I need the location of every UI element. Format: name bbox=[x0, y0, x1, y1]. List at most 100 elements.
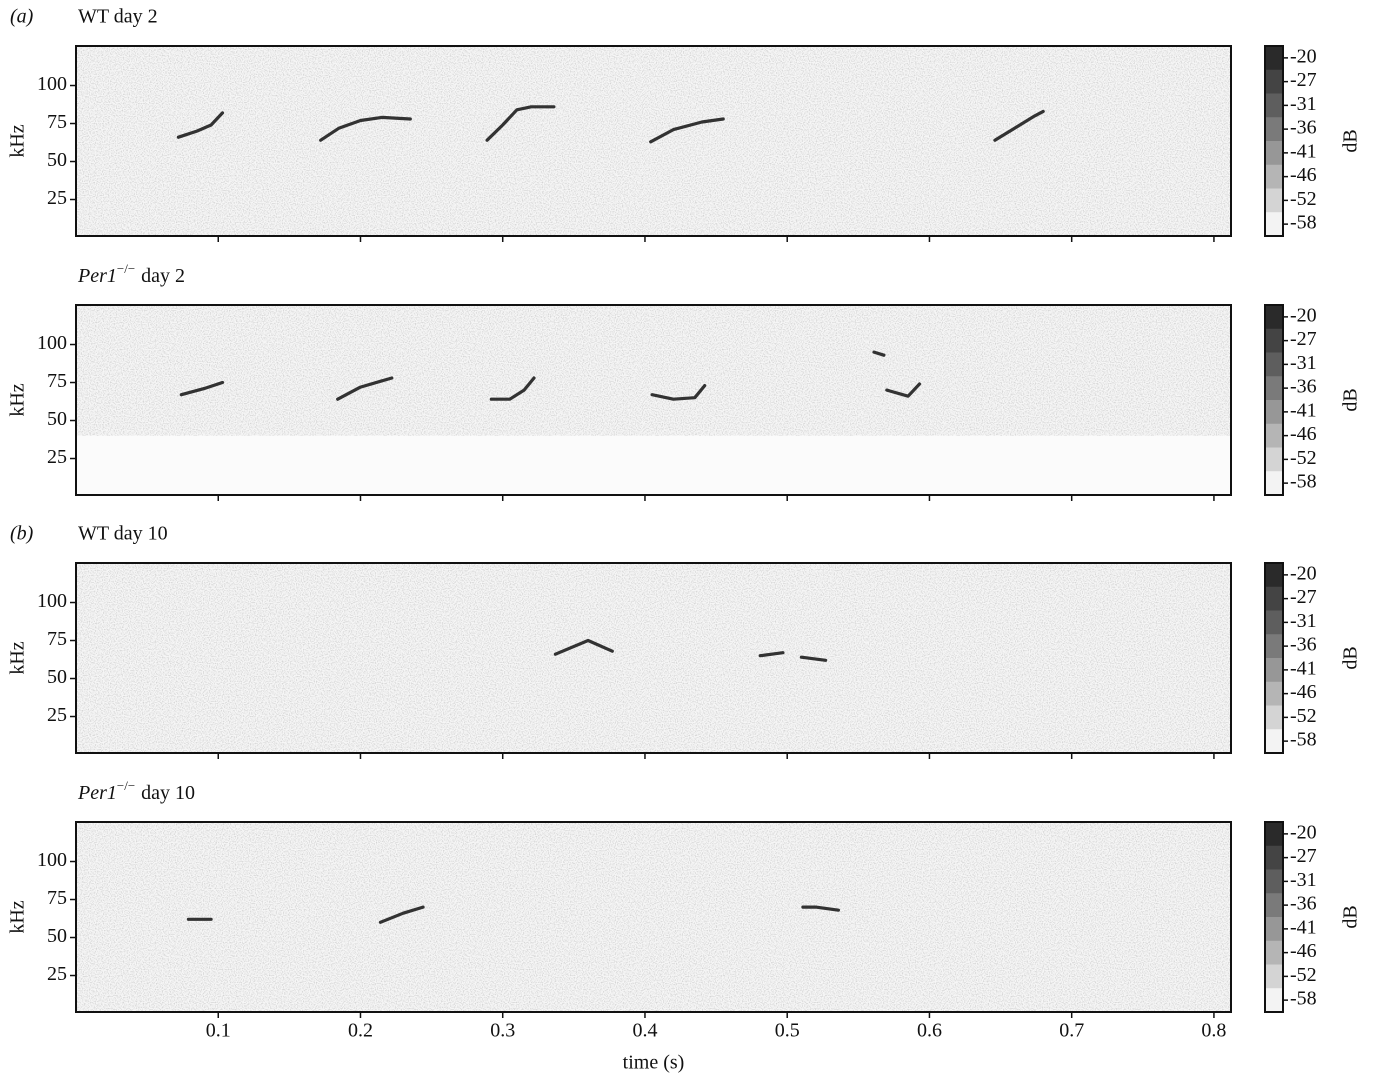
panel-title: WT day 2 bbox=[78, 6, 158, 28]
y-axis-label: kHz bbox=[7, 124, 29, 157]
call-trace bbox=[485, 105, 556, 142]
panel-label: (b) bbox=[10, 523, 34, 545]
colorbar-frame bbox=[1264, 304, 1284, 496]
y-axis-label: kHz bbox=[7, 383, 29, 416]
colorbar-level bbox=[1265, 681, 1283, 706]
x-tick-label: 0.7 bbox=[1059, 1020, 1084, 1042]
colorbar-level bbox=[1265, 305, 1283, 330]
colorbar-level bbox=[1265, 164, 1283, 189]
colorbar-frame bbox=[1264, 562, 1284, 754]
colorbar-tick-label: -20 bbox=[1290, 562, 1317, 584]
colorbar-tick-label: -58 bbox=[1290, 471, 1317, 493]
colorbar-tick-label: -31 bbox=[1290, 352, 1317, 374]
call-trace bbox=[872, 350, 886, 357]
colorbar-tick-label: -41 bbox=[1290, 916, 1317, 938]
colorbar-tick-label: -31 bbox=[1290, 610, 1317, 632]
y-tick-label: 75 bbox=[47, 628, 67, 650]
colorbar-level bbox=[1265, 447, 1283, 472]
colorbar-level bbox=[1265, 352, 1283, 377]
colorbar-level bbox=[1265, 705, 1283, 730]
call-trace bbox=[319, 115, 412, 142]
x-axis-label: time (s) bbox=[623, 1052, 685, 1074]
colorbar-tick-label: -52 bbox=[1290, 188, 1317, 210]
colorbar-tick-label: -27 bbox=[1290, 845, 1317, 867]
y-tick-label: 50 bbox=[47, 666, 67, 688]
colorbar-level bbox=[1265, 988, 1283, 1013]
call-trace bbox=[336, 376, 394, 401]
y-tick-label: 25 bbox=[47, 446, 67, 468]
title-genotype: −/− bbox=[117, 261, 135, 276]
y-tick-label: 50 bbox=[47, 149, 67, 171]
colorbar-level bbox=[1265, 610, 1283, 635]
x-tick-label: 0.4 bbox=[632, 1020, 657, 1042]
call-trace bbox=[799, 655, 828, 662]
y-tick-label: 100 bbox=[37, 849, 67, 871]
colorbar-tick-label: -36 bbox=[1290, 117, 1317, 139]
y-tick-label: 100 bbox=[37, 73, 67, 95]
plot-frame bbox=[75, 45, 1232, 237]
colorbar-tick-label: -58 bbox=[1290, 988, 1317, 1010]
colorbar-level bbox=[1265, 328, 1283, 353]
y-tick-label: 100 bbox=[37, 332, 67, 354]
plot-frame bbox=[75, 304, 1232, 496]
colorbar-level bbox=[1265, 69, 1283, 94]
colorbar-tick-label: -58 bbox=[1290, 212, 1317, 234]
x-tick-label: 0.2 bbox=[348, 1020, 373, 1042]
colorbar-level bbox=[1265, 893, 1283, 918]
title-suffix: day 2 bbox=[141, 265, 185, 287]
call-trace bbox=[993, 109, 1045, 142]
colorbar-level bbox=[1265, 845, 1283, 870]
colorbar-tick-label: -27 bbox=[1290, 69, 1317, 91]
colorbar-level bbox=[1265, 586, 1283, 611]
x-tick-label: 0.1 bbox=[206, 1020, 231, 1042]
colorbar-level bbox=[1265, 376, 1283, 401]
title-genotype: −/− bbox=[117, 778, 135, 793]
colorbar-level bbox=[1265, 869, 1283, 894]
colorbar-tick-label: -41 bbox=[1290, 399, 1317, 421]
x-tick-label: 0.6 bbox=[917, 1020, 942, 1042]
colorbar-label: dB bbox=[1340, 129, 1362, 152]
colorbar-level bbox=[1265, 212, 1283, 237]
colorbar-level bbox=[1265, 634, 1283, 659]
y-tick-label: 75 bbox=[47, 370, 67, 392]
call-trace bbox=[650, 384, 707, 401]
colorbar-tick-label: -31 bbox=[1290, 869, 1317, 891]
y-axis-label: kHz bbox=[7, 641, 29, 674]
colorbar-tick-label: -41 bbox=[1290, 140, 1317, 162]
colorbar-tick-label: -20 bbox=[1290, 45, 1317, 67]
colorbar-level bbox=[1265, 729, 1283, 754]
call-trace bbox=[179, 380, 225, 397]
y-tick-label: 100 bbox=[37, 590, 67, 612]
colorbar-tick-label: -27 bbox=[1290, 586, 1317, 608]
call-trace bbox=[801, 905, 840, 912]
panel-title: Per1−/− day 2 bbox=[77, 261, 185, 287]
y-tick-label: 75 bbox=[47, 887, 67, 909]
colorbar-tick-label: -41 bbox=[1290, 657, 1317, 679]
colorbar-tick-label: -31 bbox=[1290, 93, 1317, 115]
call-trace bbox=[489, 376, 536, 401]
colorbar-frame bbox=[1264, 821, 1284, 1013]
spectrogram-noise bbox=[76, 822, 1231, 1012]
title-suffix: day 10 bbox=[141, 782, 195, 804]
plot-frame bbox=[75, 562, 1232, 754]
panel-title: WT day 10 bbox=[78, 523, 168, 545]
colorbar-level bbox=[1265, 563, 1283, 588]
colorbar-level bbox=[1265, 423, 1283, 448]
x-tick-label: 0.8 bbox=[1201, 1020, 1226, 1042]
colorbar-tick-label: -36 bbox=[1290, 893, 1317, 915]
colorbar-tick-label: -46 bbox=[1290, 681, 1317, 703]
colorbar-level bbox=[1265, 917, 1283, 942]
call-trace bbox=[649, 117, 725, 144]
y-tick-label: 25 bbox=[47, 187, 67, 209]
call-trace bbox=[885, 382, 922, 398]
colorbar-tick-label: -46 bbox=[1290, 940, 1317, 962]
colorbar-tick-label: -20 bbox=[1290, 304, 1317, 326]
colorbar-level bbox=[1265, 471, 1283, 496]
title-gene: Per1 bbox=[77, 265, 117, 287]
colorbar-level bbox=[1265, 141, 1283, 166]
y-tick-label: 50 bbox=[47, 925, 67, 947]
colorbar-level bbox=[1265, 188, 1283, 213]
x-tick-label: 0.3 bbox=[490, 1020, 515, 1042]
colorbar-level bbox=[1265, 117, 1283, 142]
